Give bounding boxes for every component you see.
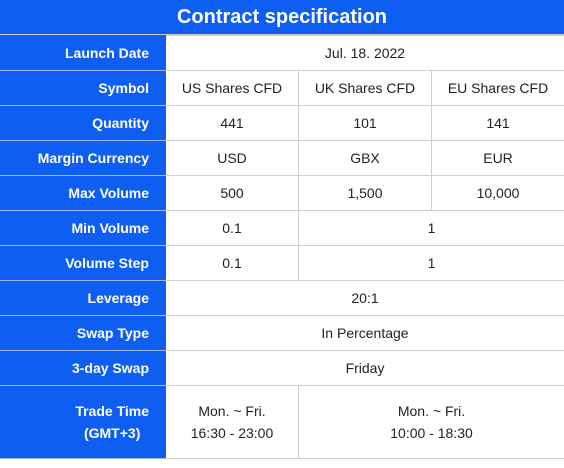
table-row-leverage: Leverage 20:1 [0, 280, 564, 316]
cell-three-day-swap: Friday [164, 350, 564, 386]
cell-symbol-us: US Shares CFD [165, 70, 299, 106]
cell-symbol-uk: UK Shares CFD [298, 70, 432, 106]
row-label-margin-currency: Margin Currency [0, 140, 166, 176]
cell-launch-date: Jul. 18. 2022 [164, 35, 564, 71]
row-label-three-day-swap: 3-day Swap [0, 350, 166, 386]
cell-margin-currency-eu: EUR [430, 140, 564, 176]
row-label-leverage: Leverage [0, 280, 166, 316]
cell-min-volume-other: 1 [297, 210, 564, 246]
trade-time-us-days: Mon. ~ Fri. [198, 403, 266, 419]
cell-quantity-uk: 101 [298, 105, 432, 141]
table-row-launch-date: Launch Date Jul. 18. 2022 [0, 35, 564, 71]
row-label-trade-time: Trade Time (GMT+3) [0, 385, 166, 459]
cell-swap-type: In Percentage [164, 315, 564, 351]
table-row-max-volume: Max Volume 500 1,500 10,000 [0, 175, 564, 211]
cell-max-volume-eu: 10,000 [430, 175, 564, 211]
row-label-max-volume: Max Volume [0, 175, 166, 211]
cell-max-volume-uk: 1,500 [298, 175, 432, 211]
trade-time-other-days: Mon. ~ Fri. [397, 403, 466, 419]
row-label-symbol: Symbol [0, 70, 166, 106]
contract-spec-table: Launch Date Jul. 18. 2022 Symbol US Shar… [0, 35, 564, 459]
table-row-quantity: Quantity 441 101 141 [0, 105, 564, 141]
table-row-trade-time: Trade Time (GMT+3) Mon. ~ Fri. 16:30 - 2… [0, 385, 564, 459]
cell-margin-currency-us: USD [165, 140, 299, 176]
trade-time-us-hours: 16:30 - 23:00 [190, 425, 274, 441]
cell-margin-currency-uk: GBX [298, 140, 432, 176]
row-label-trade-time-line1: Trade Time [75, 403, 149, 419]
row-label-volume-step: Volume Step [0, 245, 166, 281]
cell-quantity-eu: 141 [430, 105, 564, 141]
cell-max-volume-us: 500 [165, 175, 299, 211]
cell-min-volume-us: 0.1 [165, 210, 299, 246]
cell-leverage: 20:1 [164, 280, 564, 316]
cell-symbol-eu: EU Shares CFD [430, 70, 564, 106]
row-label-quantity: Quantity [0, 105, 166, 141]
table-row-margin-currency: Margin Currency USD GBX EUR [0, 140, 564, 176]
trade-time-other-hours: 10:00 - 18:30 [390, 425, 473, 441]
page-title: Contract specification [0, 0, 564, 35]
cell-quantity-us: 441 [165, 105, 299, 141]
cell-volume-step-other: 1 [297, 245, 564, 281]
table-row-three-day-swap: 3-day Swap Friday [0, 350, 564, 386]
table-row-swap-type: Swap Type In Percentage [0, 315, 564, 351]
row-label-launch-date: Launch Date [0, 35, 166, 71]
row-label-min-volume: Min Volume [0, 210, 166, 246]
table-row-min-volume: Min Volume 0.1 1 [0, 210, 564, 246]
table-row-symbol: Symbol US Shares CFD UK Shares CFD EU Sh… [0, 70, 564, 106]
row-label-trade-time-line2: (GMT+3) [83, 425, 141, 441]
cell-volume-step-us: 0.1 [165, 245, 299, 281]
cell-trade-time-other: Mon. ~ Fri. 10:00 - 18:30 [297, 385, 564, 459]
table-row-volume-step: Volume Step 0.1 1 [0, 245, 564, 281]
cell-trade-time-us: Mon. ~ Fri. 16:30 - 23:00 [165, 385, 299, 459]
row-label-swap-type: Swap Type [0, 315, 166, 351]
